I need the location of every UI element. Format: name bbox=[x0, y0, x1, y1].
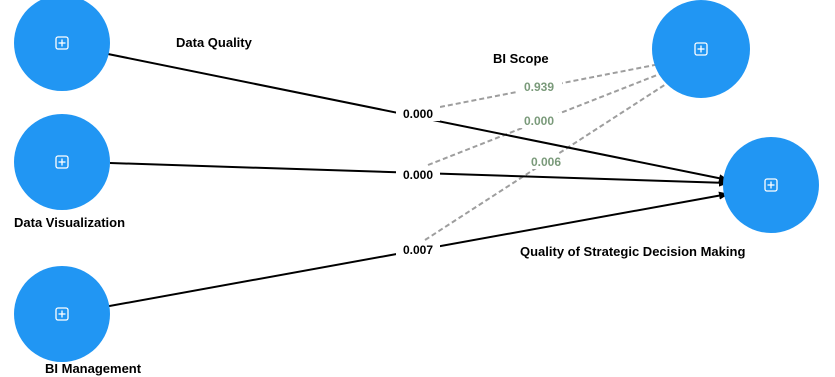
moderation-value-scope-management: 0.006 bbox=[531, 155, 561, 169]
moderation-path-scope-management[interactable] bbox=[424, 74, 681, 241]
node-bi-management[interactable] bbox=[14, 266, 110, 362]
node-label-data-visualization: Data Visualization bbox=[14, 215, 125, 230]
path-value-bi-management: 0.007 bbox=[403, 243, 433, 257]
path-value-data-quality: 0.000 bbox=[403, 107, 433, 121]
moderation-value-scope-quality: 0.939 bbox=[524, 80, 554, 94]
expand-icon[interactable] bbox=[694, 42, 708, 56]
node-label-bi-scope: BI Scope bbox=[493, 51, 549, 66]
moderation-path-scope-quality[interactable] bbox=[439, 61, 671, 108]
moderation-value-scope-visualization: 0.000 bbox=[524, 114, 554, 128]
node-label-data-quality: Data Quality bbox=[176, 35, 253, 50]
node-data-visualization[interactable] bbox=[14, 114, 110, 210]
moderation-values: 0.939 0.000 0.006 bbox=[516, 79, 569, 169]
node-data-quality[interactable] bbox=[14, 0, 110, 91]
expand-icon[interactable] bbox=[55, 307, 69, 321]
path-value-data-visualization: 0.000 bbox=[403, 168, 433, 182]
node-label-quality-decision: Quality of Strategic Decision Making bbox=[520, 244, 745, 259]
node-label-bi-management: BI Management bbox=[45, 361, 142, 376]
node-bi-scope[interactable] bbox=[652, 0, 750, 98]
expand-icon[interactable] bbox=[764, 178, 778, 192]
expand-icon[interactable] bbox=[55, 155, 69, 169]
path-values: 0.000 0.000 0.007 bbox=[396, 106, 440, 257]
node-quality-decision[interactable] bbox=[723, 137, 819, 233]
expand-icon[interactable] bbox=[55, 36, 69, 50]
